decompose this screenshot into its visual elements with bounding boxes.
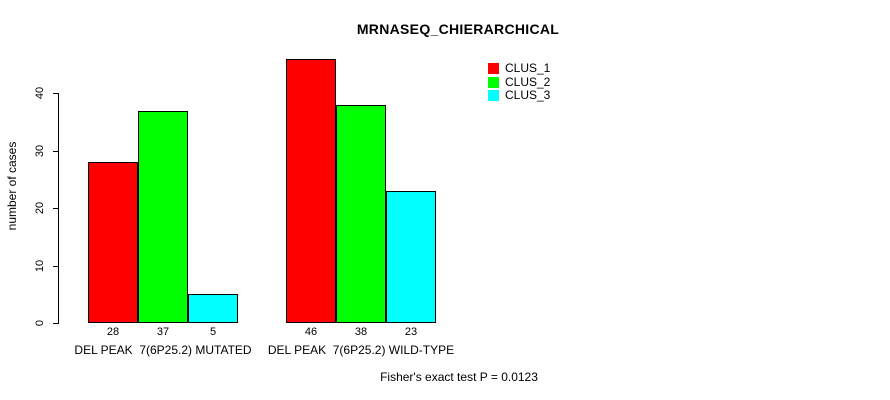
y-axis-tick (53, 150, 58, 152)
bar-clus_2-mutated (138, 110, 188, 323)
bar-clus_2-wild-type (336, 104, 386, 323)
x-axis-category-label-wild-type: DEL PEAK 7(6P25.2) WILD-TYPE (267, 343, 455, 357)
bar-clus_3-wild-type (386, 191, 436, 323)
legend-label-clus-3: CLUS_3 (505, 88, 551, 102)
y-axis-tick-label: 20 (34, 202, 46, 215)
legend-item-clus-3: CLUS_3 (488, 88, 551, 102)
stat-test-note: Fisher's exact test P = 0.0123 (380, 370, 538, 384)
bar-value-label: 37 (156, 326, 170, 338)
y-axis-tick-label: 40 (34, 87, 46, 100)
bar-clus_1-mutated (88, 162, 138, 323)
legend-label-clus-1: CLUS_1 (505, 61, 551, 75)
legend-swatch-clus-3-icon (488, 90, 499, 101)
bar-clus_3-mutated (188, 294, 238, 323)
y-axis-tick-label: 10 (34, 259, 46, 272)
legend: CLUS_1 CLUS_2 CLUS_3 (488, 61, 551, 104)
x-axis-category-label-mutated: DEL PEAK 7(6P25.2) MUTATED (74, 343, 252, 357)
y-axis-tick-label: 0 (34, 319, 46, 327)
y-axis-tick (53, 265, 58, 267)
legend-item-clus-1: CLUS_1 (488, 61, 551, 75)
legend-swatch-clus-2-icon (488, 76, 499, 88)
y-axis-tick (53, 208, 58, 210)
bar-value-label: 38 (354, 326, 368, 338)
legend-label-clus-2: CLUS_2 (505, 74, 551, 89)
y-axis-tick (53, 93, 58, 95)
bar-value-label: 5 (209, 326, 217, 338)
bar-value-label: 46 (304, 326, 318, 338)
y-axis-tick (53, 323, 58, 324)
y-axis-line (58, 93, 59, 324)
legend-item-clus-2: CLUS_2 (488, 74, 551, 89)
legend-swatch-clus-1-icon (488, 63, 499, 74)
bar-clus_1-wild-type (286, 59, 336, 323)
bar-value-label: 28 (106, 326, 120, 338)
chart-title: MRNASEQ_CHIERARCHICAL (356, 21, 560, 37)
bar-value-label: 23 (404, 326, 418, 338)
y-axis-tick-label: 30 (34, 144, 46, 157)
